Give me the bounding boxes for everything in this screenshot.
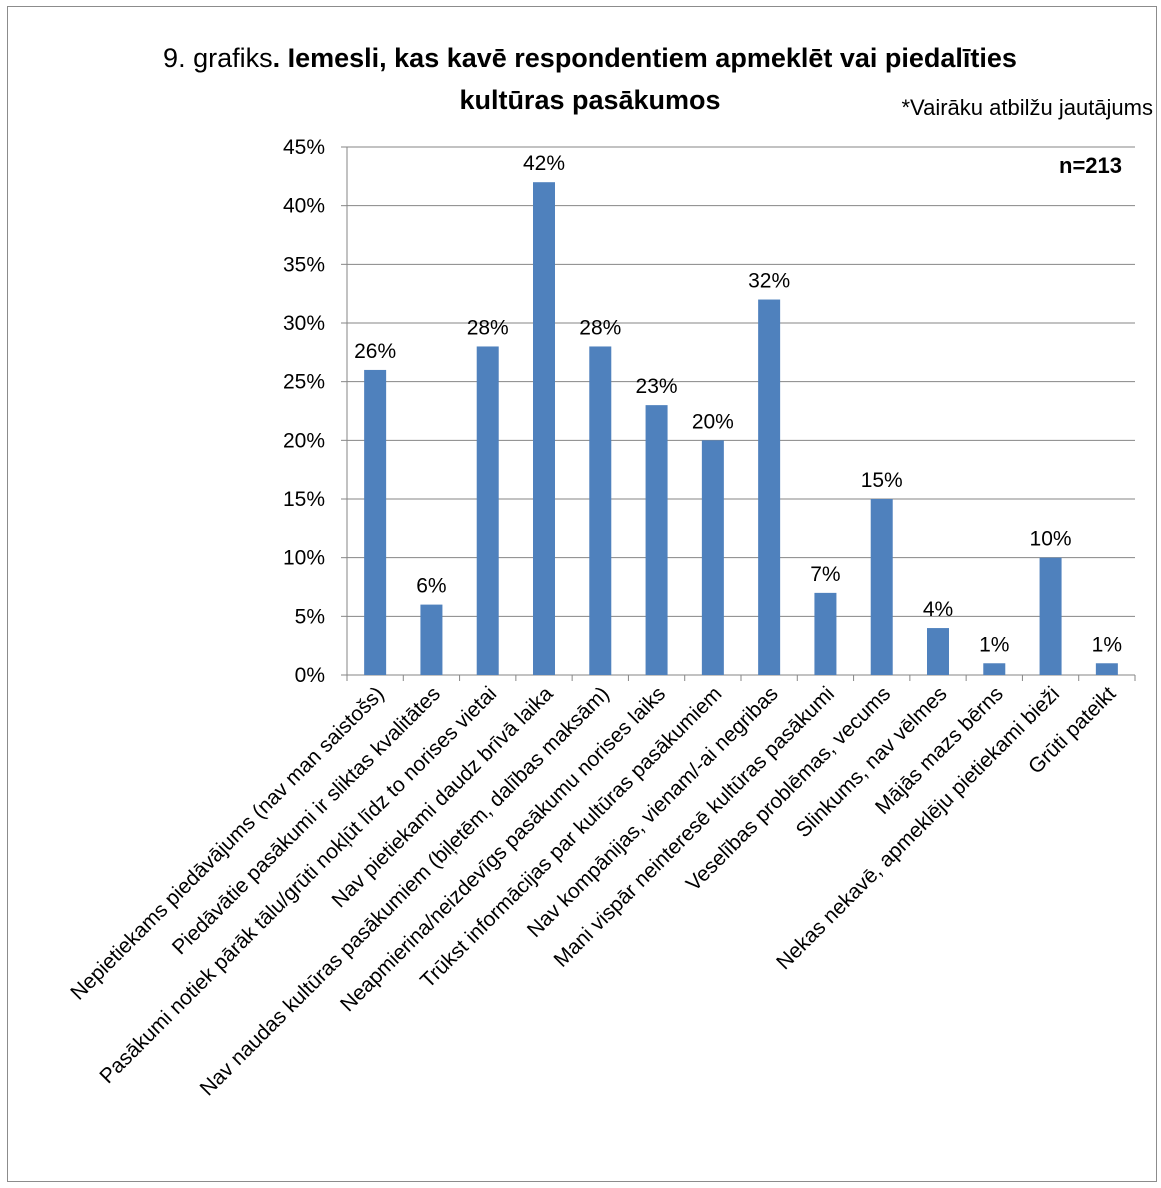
x-category-label: Pasākumi notiek pārāk tālu/grūti nokļūt … <box>95 682 501 1088</box>
data-label: 6% <box>416 575 446 598</box>
y-tick-label: 5% <box>295 605 325 628</box>
y-tick-label: 10% <box>283 547 325 570</box>
bar <box>1039 557 1062 675</box>
y-tick-label: 30% <box>283 312 325 335</box>
bar <box>533 182 555 675</box>
bar <box>927 628 949 675</box>
data-label: 28% <box>467 316 509 339</box>
data-label: 23% <box>636 375 678 398</box>
data-label: 20% <box>692 410 734 433</box>
bar <box>758 299 781 675</box>
bar <box>870 499 893 675</box>
bar <box>814 592 837 675</box>
bar <box>701 440 724 675</box>
bar <box>364 369 387 675</box>
bar <box>1095 663 1118 675</box>
data-label: 32% <box>748 270 790 293</box>
data-label: 10% <box>1030 528 1072 551</box>
chart-title-line-2: kultūras pasākumos <box>459 85 721 115</box>
chart-note: *Vairāku atbilžu jautājums <box>901 95 1154 120</box>
bar <box>589 346 612 675</box>
y-tick-label: 20% <box>283 429 325 452</box>
sample-size-label: n=213 <box>1059 153 1122 178</box>
data-label: 1% <box>1092 633 1122 656</box>
y-tick-label: 0% <box>295 664 325 687</box>
y-tick-label: 40% <box>283 195 325 218</box>
y-tick-label: 35% <box>283 253 325 276</box>
x-category-label: Nav naudas kultūras pasākumiem (biļetēm,… <box>196 682 614 1100</box>
chart-title-main: . Iemesli, kas kavē respondentiem apmekl… <box>272 43 1017 73</box>
chart-title-line-1: 9. grafiks. Iemesli, kas kavē respondent… <box>40 40 1140 76</box>
data-label: 28% <box>579 316 621 339</box>
bar <box>645 405 668 675</box>
data-label: 26% <box>354 340 396 363</box>
data-label: 4% <box>923 598 953 621</box>
data-label: 7% <box>810 563 840 586</box>
y-tick-label: 15% <box>283 488 325 511</box>
chart-frame <box>7 6 1157 1182</box>
bar <box>476 346 499 675</box>
data-label: 1% <box>979 633 1009 656</box>
data-label: 15% <box>861 469 903 492</box>
x-category-label: Veselības problēmas, vecums <box>682 682 896 896</box>
data-label: 42% <box>523 152 565 175</box>
bar <box>420 604 443 675</box>
bar <box>983 663 1006 675</box>
y-tick-label: 45% <box>283 136 325 159</box>
y-tick-label: 25% <box>283 371 325 394</box>
chart-title-prefix: 9. grafiks <box>163 43 273 73</box>
